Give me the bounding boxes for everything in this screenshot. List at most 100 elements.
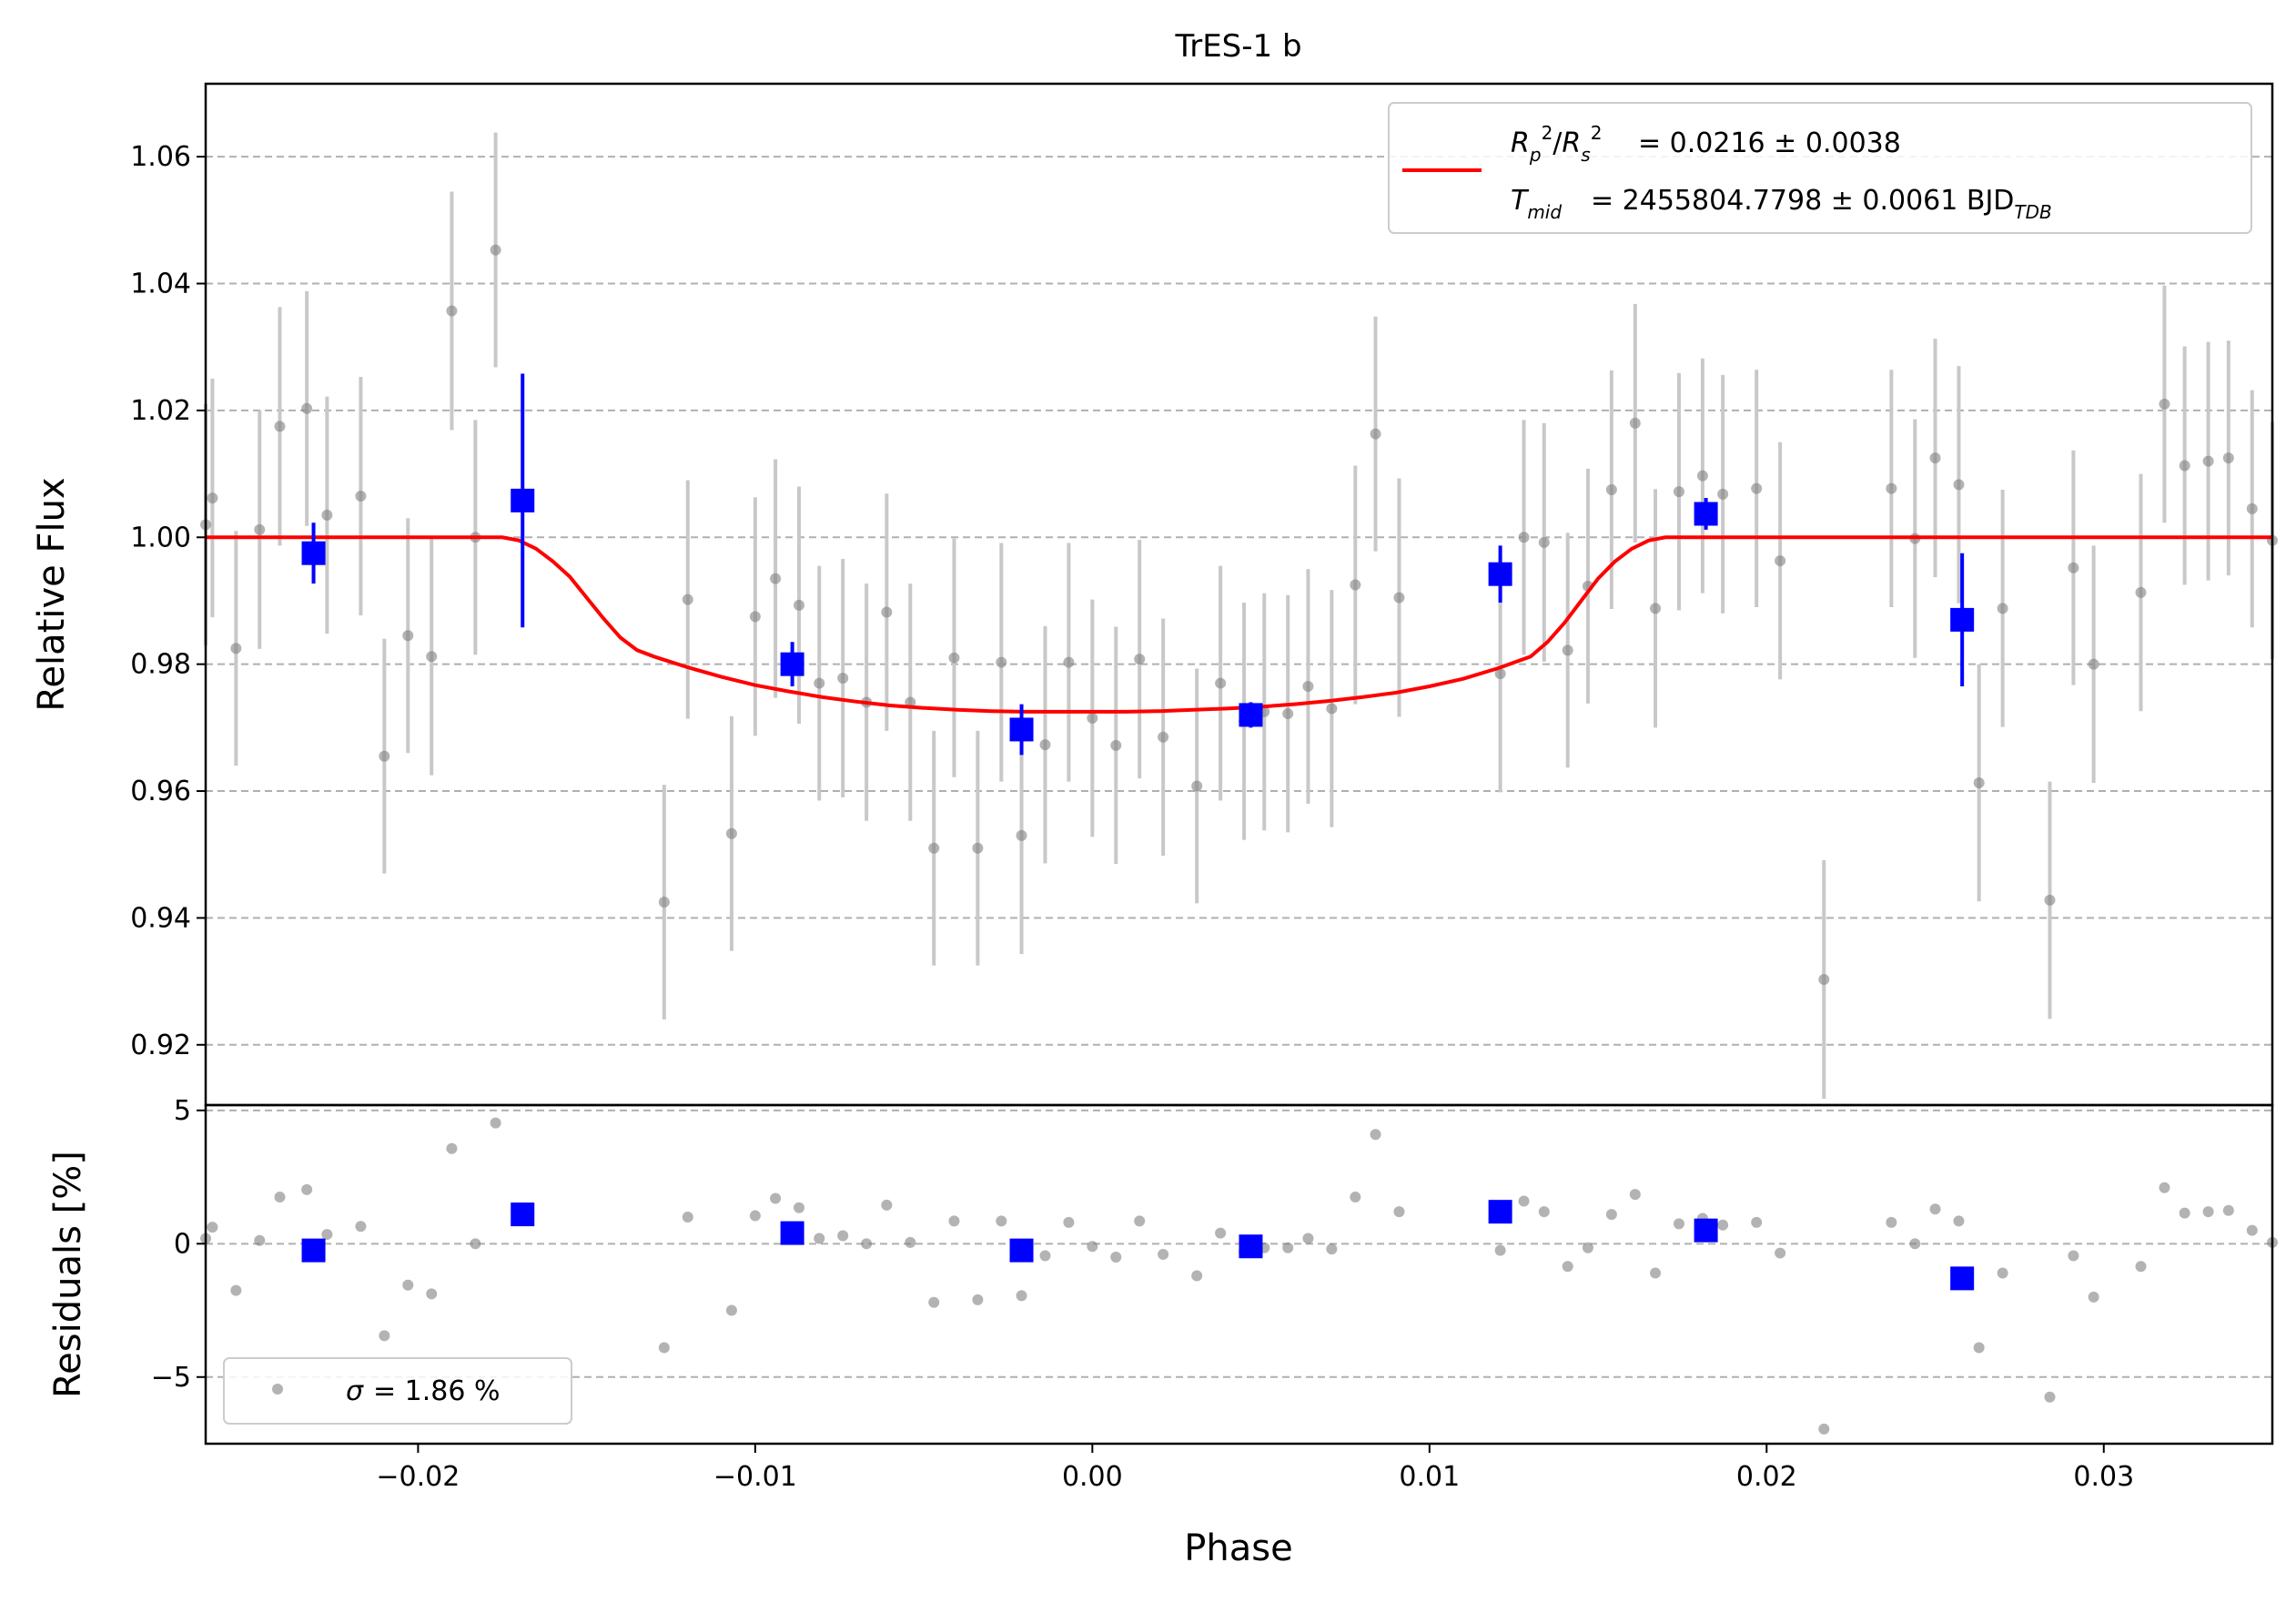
data-point <box>1063 656 1075 668</box>
residual-point <box>1650 1267 1662 1279</box>
residual-point <box>1326 1243 1338 1255</box>
data-point <box>881 606 893 618</box>
residual-point <box>1562 1261 1573 1273</box>
residual-point <box>2088 1291 2099 1303</box>
residual-point <box>355 1221 367 1233</box>
data-point <box>1751 482 1763 494</box>
binned-point <box>1239 703 1263 727</box>
main-y-tick-label: 1.04 <box>130 269 191 300</box>
residual-point <box>1494 1244 1506 1256</box>
residual-point <box>230 1284 242 1296</box>
residual-y-axis-label: Residuals [%] <box>47 1151 89 1398</box>
data-point <box>725 827 737 839</box>
binned-residual-point <box>780 1221 804 1245</box>
main-gridlines <box>206 156 2272 1046</box>
data-point <box>1191 780 1203 792</box>
data-point <box>1775 555 1786 567</box>
legend-tmid-text: = 2455804.7798 ± 0.0061 BJD <box>1591 185 2014 217</box>
residual-point <box>1886 1216 1897 1228</box>
residual-point <box>1350 1192 1361 1203</box>
residual-point <box>928 1296 940 1308</box>
data-point <box>1696 470 1708 482</box>
data-point <box>928 842 940 854</box>
chart-title: TrES-1 b <box>1174 28 1301 65</box>
main-y-tick-label: 0.94 <box>130 902 191 934</box>
binned-point <box>511 488 535 512</box>
residual-point <box>1751 1216 1763 1228</box>
x-tick-label: −0.01 <box>713 1461 797 1493</box>
data-point <box>254 523 266 535</box>
data-point <box>749 611 761 623</box>
data-point <box>230 643 242 654</box>
residual-legend-marker <box>272 1384 283 1395</box>
residual-point <box>1717 1219 1729 1231</box>
data-point <box>1016 829 1027 841</box>
residual-legend-box <box>223 1357 572 1425</box>
residual-point <box>972 1294 984 1305</box>
residual-point <box>1629 1189 1641 1201</box>
data-point <box>1886 482 1897 494</box>
residual-point <box>1191 1270 1203 1282</box>
data-point <box>1673 486 1684 498</box>
data-point <box>2159 398 2170 410</box>
residual-point <box>814 1233 825 1244</box>
residual-point <box>2222 1204 2234 1216</box>
data-point <box>1953 479 1965 491</box>
residual-point <box>2179 1207 2190 1219</box>
residual-point <box>2202 1206 2214 1218</box>
residual-point <box>1134 1215 1146 1227</box>
residual-point <box>837 1230 849 1242</box>
legend-tmid-symbol: Tmid <box>1511 185 1562 223</box>
binned-point <box>1694 502 1718 526</box>
x-axis-label: Phase <box>1184 1527 1292 1569</box>
legend-tmid-value: = 2455804.7798 ± 0.0061 BJDTDB <box>1591 185 2052 223</box>
data-point <box>972 842 984 854</box>
legend-rp-rs-symbol: Rp2/Rs2 <box>1511 122 1602 166</box>
binned-residual-point <box>1694 1218 1718 1243</box>
data-point <box>948 652 960 664</box>
data-point <box>1215 677 1227 689</box>
residual-point <box>1370 1129 1381 1141</box>
residual-point <box>1518 1195 1530 1207</box>
residual-point <box>1110 1251 1122 1263</box>
data-point <box>321 509 333 521</box>
residual-point <box>402 1279 414 1291</box>
data-point <box>1302 681 1314 693</box>
data-point <box>1629 417 1641 429</box>
residual-point <box>948 1215 960 1227</box>
binned-residual-point <box>301 1238 326 1263</box>
residual-y-tick-label: 5 <box>174 1095 191 1127</box>
main-legend-box <box>1388 102 2252 234</box>
residual-point <box>1673 1218 1684 1230</box>
main-y-axis-label: Relative Flux <box>31 477 73 711</box>
residual-point <box>861 1238 873 1250</box>
data-point <box>301 402 313 414</box>
residual-point <box>1973 1342 1985 1354</box>
residual-y-ticks: −5 0 5 <box>151 1095 206 1394</box>
x-tick-label: 0.00 <box>1062 1461 1123 1493</box>
residual-point <box>1215 1227 1227 1239</box>
data-point <box>1518 532 1530 543</box>
residual-point <box>470 1238 481 1250</box>
residual-point <box>1538 1206 1550 1218</box>
data-point <box>379 750 390 762</box>
data-point <box>2135 586 2147 598</box>
residual-point <box>1087 1241 1098 1253</box>
residual-point <box>1909 1238 1921 1250</box>
binned-residual-point <box>1950 1266 1975 1291</box>
transit-model-line <box>206 535 2272 714</box>
residual-point <box>749 1210 761 1222</box>
data-point <box>1717 488 1729 500</box>
residual-point <box>1302 1233 1314 1244</box>
data-point <box>207 492 218 504</box>
main-y-tick-label: 0.92 <box>130 1030 191 1061</box>
x-tick-label: 0.03 <box>2073 1461 2134 1493</box>
data-point <box>2179 460 2190 472</box>
residual-legend-sigma-symbol: σ <box>346 1375 364 1407</box>
binned-point <box>1950 607 1975 632</box>
data-point <box>658 896 670 908</box>
residual-point <box>321 1229 333 1241</box>
data-point <box>446 305 458 317</box>
residual-legend-label: = 1.86 % <box>373 1375 501 1407</box>
data-point <box>1929 452 1941 464</box>
